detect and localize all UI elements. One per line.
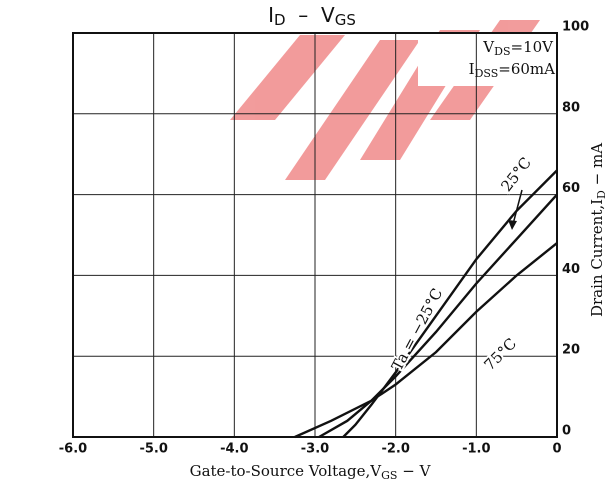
x-tick-label: 0 — [552, 442, 561, 457]
x-tick-label: -4.0 — [220, 442, 248, 457]
x-tick-label: -5.0 — [139, 442, 167, 457]
y-tick-label: 40 — [562, 262, 580, 277]
curve-label: 25°C — [497, 154, 535, 195]
annotation-box — [418, 34, 556, 86]
x-tick-label: -2.0 — [381, 442, 409, 457]
chart-title: ID – VGS — [268, 3, 356, 29]
plot-frame — [72, 32, 558, 438]
y-axis-label: Drain Current,ID − mA — [588, 143, 606, 317]
x-tick-label: -3.0 — [301, 442, 329, 457]
arrow-head — [508, 220, 517, 230]
x-tick-label: -1.0 — [462, 442, 490, 457]
annotation: VDS=10V — [482, 38, 554, 58]
x-axis-label: Gate-to-Source Voltage,VGS − V — [190, 462, 432, 482]
curve-label: 75°C — [480, 334, 520, 374]
y-tick-label: 60 — [562, 181, 580, 196]
curve — [342, 169, 558, 438]
x-tick-label: -6.0 — [59, 442, 87, 457]
y-tick-label: 80 — [562, 100, 580, 115]
curve — [318, 193, 558, 439]
y-tick-label: 0 — [562, 424, 571, 439]
curve — [294, 242, 558, 439]
annotation: IDSS=60mA — [469, 60, 556, 80]
y-tick-label: 20 — [562, 343, 580, 358]
y-tick-label: 100 — [562, 20, 589, 35]
